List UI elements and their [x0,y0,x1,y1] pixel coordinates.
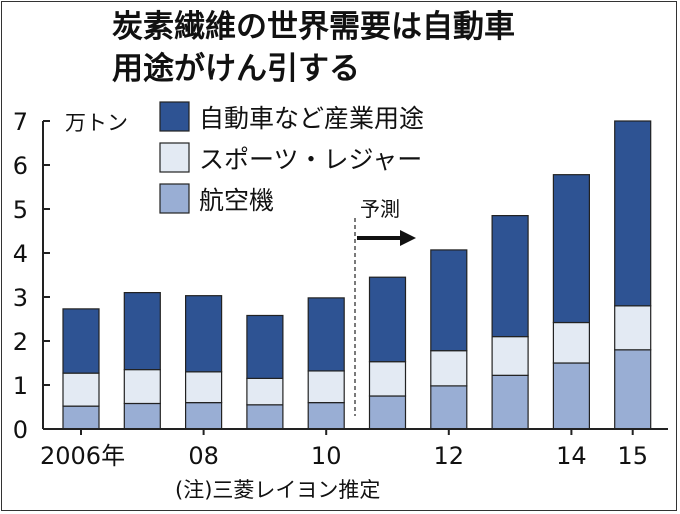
y-tick-label: 2 [13,328,28,356]
chart-title: 炭素繊維の世界需要は自動車 [112,9,515,45]
y-tick-label: 4 [13,240,28,268]
bar-segment-2008-s1 [185,371,223,404]
bar-segment-2007-s0 [123,402,161,430]
y-tick-label: 7 [13,108,28,136]
forecast-arrow-icon [357,230,416,246]
bar-segment-2012-s2 [430,249,468,352]
bar-segment-2015-s2 [614,120,652,307]
legend-swatch [159,183,190,214]
bar-segment-2008-s0 [185,402,223,430]
x-tick-label: 08 [188,442,219,470]
legend-label: スポーツ・レジャー [199,145,422,174]
x-tick-label: 14 [556,442,587,470]
bar-segment-2009-s0 [246,404,284,430]
bar-segment-2006-s1 [62,372,100,407]
bar-segment-2012-s0 [430,385,468,430]
x-tick-label: 12 [434,442,465,470]
bar-segment-2010-s2 [307,297,345,372]
source-note: (注)三菱レイヨン推定 [175,478,380,502]
bar-segment-2006-s0 [62,405,100,430]
bar-segment-2009-s2 [246,314,284,380]
bar-segment-2014-s0 [552,362,591,430]
bar-segment-2011-s0 [368,395,407,430]
bar-segment-2014-s1 [552,321,591,364]
forecast-label: 予測 [360,197,400,221]
x-tick-label: 10 [311,442,342,470]
bar-segment-2015-s0 [614,349,652,430]
bar-segment-2006-s2 [62,308,100,374]
bar-segment-2010-s1 [307,370,345,404]
bar-segment-2011-s1 [368,361,407,397]
y-tick-label: 0 [13,416,28,444]
x-ticks: 2006年 08 10 12 14 15 [40,429,648,470]
bar-segment-2014-s2 [552,174,591,324]
bar-segment-2008-s2 [185,295,223,373]
y-axis: 0 1 2 3 4 5 6 7 [13,108,50,444]
bar-segment-2011-s2 [368,276,407,363]
bar-segment-2007-s2 [123,292,161,371]
legend-swatch [159,142,190,173]
y-tick-label: 1 [13,372,28,400]
y-tick-label: 5 [13,196,28,224]
x-tick-label: 2006年 [40,442,125,470]
bars [62,120,652,430]
x-tick-label: 15 [617,442,648,470]
bar-segment-2015-s1 [614,305,652,351]
legend-label: 自動車など産業用途 [199,104,424,133]
bar-segment-2010-s0 [307,402,345,430]
bar-segment-2013-s2 [491,215,529,338]
chart-title-line2: 用途がけん引する [112,51,360,87]
unit-label: 万トン [65,111,128,135]
bar-segment-2013-s0 [491,374,529,430]
legend-swatch [159,101,190,132]
bar-segment-2007-s1 [123,369,161,405]
legend-label: 航空機 [199,186,274,215]
y-tick-label: 3 [13,284,28,312]
bar-segment-2013-s1 [491,336,529,376]
bar-segment-2009-s1 [246,377,284,406]
bar-segment-2012-s1 [430,350,468,387]
y-tick-label: 6 [13,152,28,180]
